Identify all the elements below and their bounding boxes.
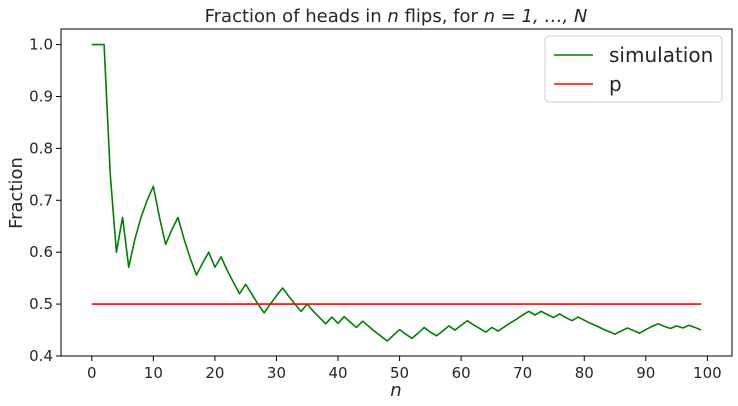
legend-box [544, 35, 723, 103]
x-axis-ticks: 0 10 20 30 40 50 60 70 80 90 100 [87, 356, 722, 382]
x-tick-label: 50 [390, 364, 409, 382]
y-tick-label: 0.4 [29, 347, 53, 365]
x-tick-label: 80 [575, 364, 594, 382]
y-axis-label: Fraction [6, 157, 27, 229]
chart-title: Fraction of heads in n flips, for n = 1,… [205, 6, 588, 27]
x-tick-label: 70 [513, 364, 532, 382]
y-tick-label: 0.9 [29, 87, 53, 105]
series-lines [91, 43, 702, 342]
y-tick-label: 1.0 [29, 36, 53, 54]
y-tick-label: 0.7 [29, 191, 53, 209]
legend-label-simulation: simulation [609, 43, 713, 67]
x-tick-label: 40 [328, 364, 347, 382]
plot-frame [60, 28, 733, 357]
x-tick-label: 60 [452, 364, 471, 382]
x-tick-label: 10 [144, 364, 163, 382]
y-tick-label: 0.5 [29, 295, 53, 313]
y-axis-ticks: 0.4 0.5 0.6 0.7 0.8 0.9 1.0 [29, 36, 61, 365]
plot-area [60, 28, 733, 357]
x-tick-label: 100 [693, 364, 722, 382]
x-tick-label: 90 [636, 364, 655, 382]
x-tick-label: 20 [205, 364, 224, 382]
series-line-simulation [91, 43, 702, 342]
y-tick-label: 0.6 [29, 243, 53, 261]
y-tick-label: 0.8 [29, 139, 53, 157]
legend-label-p: p [609, 72, 622, 96]
x-tick-label: 30 [267, 364, 286, 382]
legend: simulation p [544, 35, 723, 103]
x-tick-label: 0 [87, 364, 97, 382]
x-axis-label: n [390, 380, 401, 401]
